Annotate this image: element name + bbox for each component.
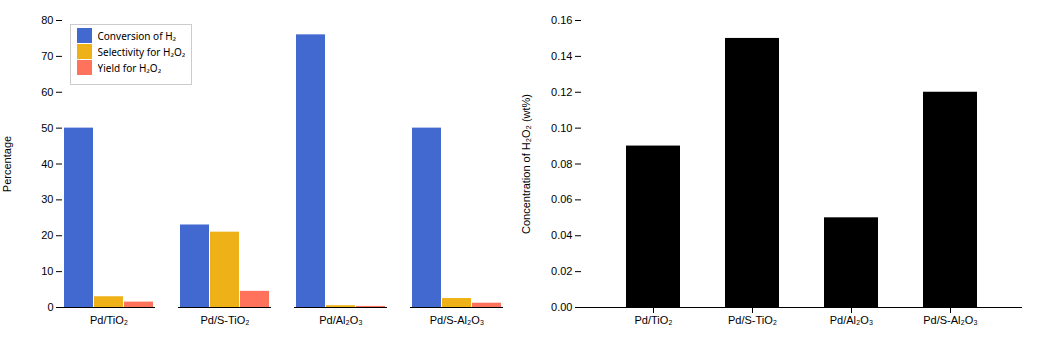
svg-text:Pd/S-TiO₂: Pd/S-TiO₂ (728, 314, 777, 326)
svg-text:Pd/S-TiO₂: Pd/S-TiO₂ (200, 314, 249, 326)
svg-text:60: 60 (41, 86, 53, 98)
svg-text:30: 30 (41, 193, 53, 205)
svg-text:Pd/TiO₂: Pd/TiO₂ (90, 314, 128, 326)
svg-text:Pd/S-Al₂O₃: Pd/S-Al₂O₃ (430, 314, 485, 326)
svg-text:0.08: 0.08 (551, 158, 572, 170)
svg-text:0.10: 0.10 (551, 122, 572, 134)
svg-text:0: 0 (47, 301, 53, 313)
svg-text:0.00: 0.00 (551, 301, 572, 313)
svg-text:0.16: 0.16 (551, 14, 572, 26)
svg-text:40: 40 (41, 158, 53, 170)
svg-text:0.06: 0.06 (551, 193, 572, 205)
svg-text:Concentration of H₂O₂ (wt%): Concentration of H₂O₂ (wt%) (520, 94, 532, 234)
svg-text:0.12: 0.12 (551, 86, 572, 98)
svg-text:0.14: 0.14 (551, 50, 572, 62)
svg-text:Pd/Al₂O₃: Pd/Al₂O₃ (830, 314, 874, 326)
svg-text:0.04: 0.04 (551, 229, 572, 241)
html-text:Selectivity for H₂O₂: Selectivity for H₂O₂ (97, 44, 186, 59)
svg-text:70: 70 (41, 50, 53, 62)
svg-text:10: 10 (41, 265, 53, 277)
html-text:Yield for H₂O₂: Yield for H₂O₂ (97, 60, 162, 75)
svg-text:Pd/TiO₂: Pd/TiO₂ (634, 314, 672, 326)
svg-text:80: 80 (41, 14, 53, 26)
svg-text:20: 20 (41, 229, 53, 241)
html-text:Conversion of H₂: Conversion of H₂ (97, 28, 177, 43)
svg-text:50: 50 (41, 122, 53, 134)
svg-text:Pd/S-Al₂O₃: Pd/S-Al₂O₃ (923, 314, 978, 326)
svg-text:Pd/Al₂O₃: Pd/Al₂O₃ (319, 314, 363, 326)
svg-text:0.02: 0.02 (551, 265, 572, 277)
svg-text:Percentage: Percentage (1, 136, 13, 192)
